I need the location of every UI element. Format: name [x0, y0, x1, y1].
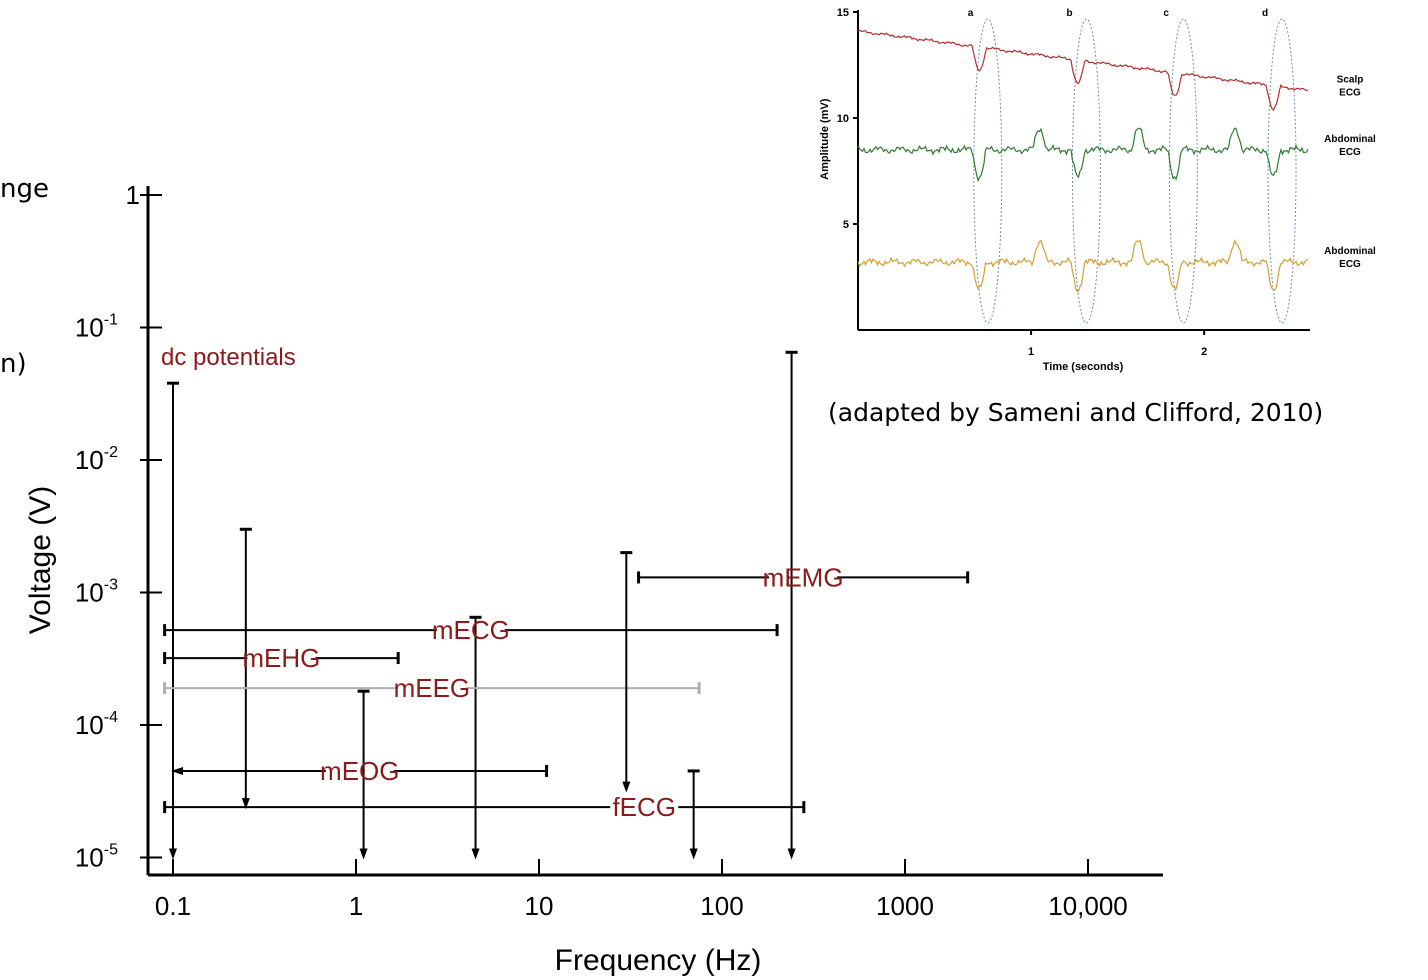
beat-label-b: b: [1066, 8, 1072, 19]
beat-ellipse-c: [1168, 18, 1198, 324]
fECG-voltage-arrow: [689, 848, 698, 860]
series-label-1: Abdominal: [1324, 134, 1376, 145]
mEMG-label: mEMG: [763, 562, 844, 592]
ecg-inset-chart: 5 10 15 1 2 Time (seconds) Amplitude (mV) a b c d S…: [819, 7, 1376, 373]
x-tick-label: 100: [700, 891, 743, 921]
inset-y-axis-label: Amplitude (mV): [819, 98, 831, 180]
mEOG-voltage-arrow: [359, 848, 368, 860]
trace-abdominal-ecg-2: [857, 239, 1309, 292]
x-tick-label: 1000: [876, 891, 934, 921]
trace-scalp-ecg: [857, 29, 1309, 112]
y-tick-label: 10-2: [75, 444, 118, 475]
y-tick-label: 10-4: [75, 709, 118, 740]
beat-label-d: d: [1262, 8, 1268, 19]
inset-y-tick-label: 15: [837, 7, 849, 19]
fECG-label: fECG: [612, 792, 676, 822]
beat-ellipse-a: [973, 18, 1003, 324]
mEEG-voltage-arrow: [471, 848, 480, 860]
dc-potentials-voltage-arrow: [169, 848, 177, 860]
text-fragment-paren: n): [0, 349, 27, 379]
text-fragment-range: nge: [0, 174, 49, 204]
mEHG-voltage-arrow: [241, 798, 250, 810]
mEOG-freq-arrow: [171, 766, 183, 775]
x-tick-label: 10,000: [1048, 891, 1128, 921]
inset-x-axis-label: Time (seconds): [1043, 361, 1124, 373]
y-axis-label: Voltage (V): [24, 486, 57, 634]
range-chart: 1 10-1 10-2 10-3 10-4 10-5 0.1 1 10 100 1000 10,000…: [24, 180, 1163, 977]
y-tick-label: 10-5: [75, 842, 118, 873]
mECG-voltage-arrow: [622, 781, 631, 793]
trace-abdominal-ecg-1: [857, 127, 1309, 183]
mEMG-voltage-arrow: [787, 848, 796, 860]
series-label-1: ECG: [1339, 147, 1361, 158]
series-label-0: Scalp: [1337, 74, 1364, 85]
x-tick-label: 1: [349, 891, 363, 921]
y-tick-label: 10-3: [75, 577, 118, 608]
y-tick-label: 10-1: [75, 312, 118, 343]
beat-ellipse-b: [1071, 18, 1101, 324]
mECG-label: mECG: [432, 615, 510, 645]
series-label-2: Abdominal: [1324, 246, 1376, 257]
mEHG-label: mEHG: [242, 643, 320, 673]
beat-label-c: c: [1163, 8, 1169, 19]
inset-y-tick-label: 5: [843, 219, 849, 231]
y-tick-label: 1: [126, 180, 140, 210]
mEOG-label: mEOG: [320, 756, 399, 786]
series-label-0: ECG: [1339, 87, 1361, 98]
beat-label-a: a: [968, 8, 974, 19]
figure-caption: (adapted by Sameni and Clifford, 2010): [828, 398, 1324, 427]
beat-ellipse-d: [1267, 18, 1297, 324]
inset-x-tick-label: 2: [1201, 346, 1207, 358]
inset-y-tick-label: 10: [837, 113, 849, 125]
dc-potentials-label: dc potentials: [161, 344, 296, 371]
x-axis-label: Frequency (Hz): [555, 944, 762, 977]
series-label-2: ECG: [1339, 259, 1361, 270]
inset-x-tick-label: 1: [1028, 346, 1034, 358]
mEEG-label: mEEG: [394, 673, 471, 703]
x-tick-label: 10: [525, 891, 554, 921]
x-tick-label: 0.1: [155, 891, 191, 921]
